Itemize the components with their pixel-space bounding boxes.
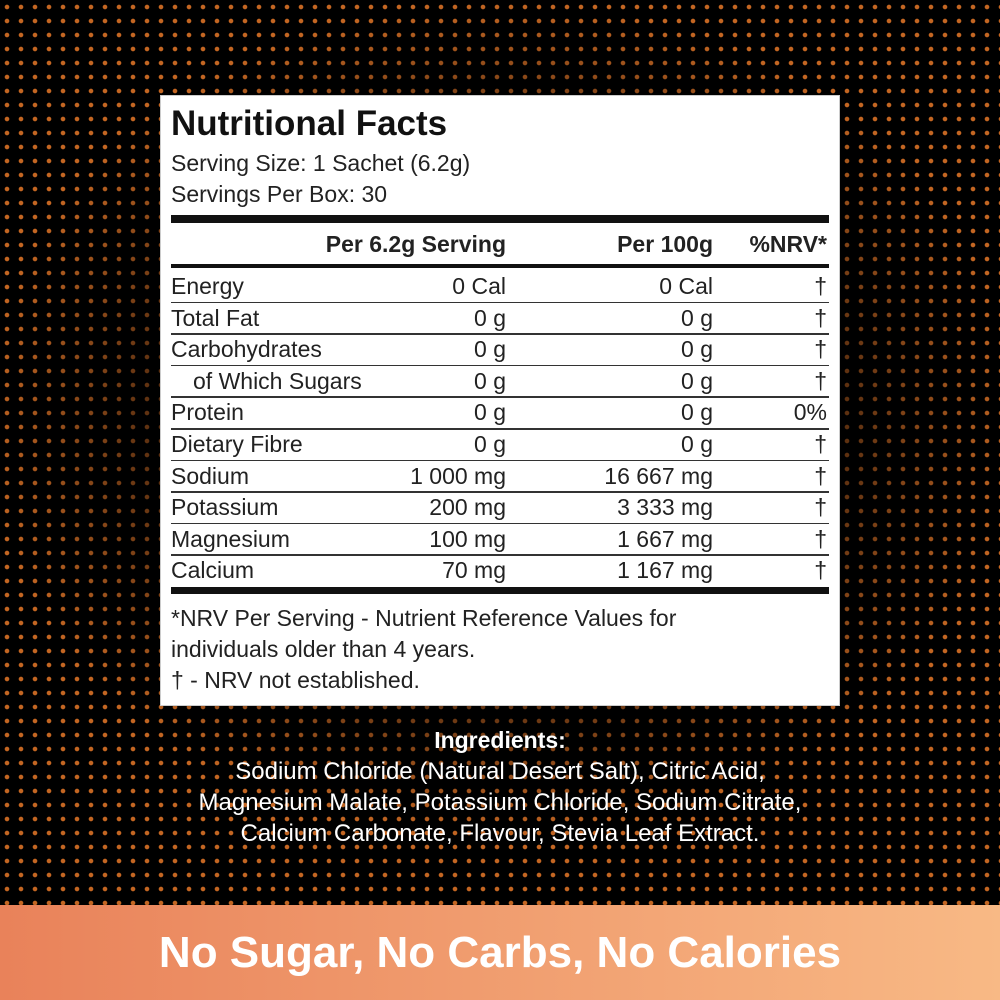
per-serving: 0 Cal: [452, 273, 506, 299]
per-100g: 1 667 mg: [617, 525, 713, 552]
row-line: [171, 396, 829, 398]
nrv: †: [814, 367, 827, 394]
ingredients-line: Magnesium Malate, Potassium Chloride, So…: [198, 789, 802, 816]
column-header: %NRV*: [749, 231, 827, 257]
per-100g: 0 g: [681, 431, 713, 457]
per-100g: 3 333 mg: [617, 494, 713, 521]
ingredients-line: Sodium Chloride (Natural Desert Salt), C…: [235, 758, 765, 785]
nrv: †: [814, 336, 827, 363]
nutrient-name: Sodium: [171, 462, 249, 489]
per-100g: 16 667 mg: [604, 462, 713, 489]
title: Nutritional Facts: [171, 104, 448, 143]
per-serving: 0 g: [474, 367, 506, 394]
nutrient-name: Dietary Fibre: [171, 431, 303, 457]
per-serving: 1 000 mg: [410, 462, 506, 489]
divider: [171, 215, 829, 223]
footnote: individuals older than 4 years.: [171, 636, 476, 662]
row-line: [171, 522, 829, 525]
nutrient-name: Energy: [171, 273, 244, 299]
row-line: [171, 333, 829, 335]
ingredients-line: Calcium Carbonate, Flavour, Stevia Leaf …: [240, 820, 760, 847]
nrv: †: [814, 494, 827, 521]
nutrient-name: Potassium: [171, 494, 279, 521]
nrv: †: [814, 304, 827, 331]
column-header: Per 100g: [617, 231, 713, 257]
serving-size: Serving Size: 1 Sachet (6.2g): [171, 150, 471, 176]
nrv: †: [814, 273, 827, 299]
ingredients-heading: Ingredients:: [434, 727, 566, 753]
per-serving: 0 g: [474, 431, 506, 457]
nrv: †: [814, 557, 827, 584]
per-serving: 200 mg: [429, 494, 506, 521]
row-line: [171, 301, 829, 304]
nutrition-panel: Nutritional Facts Serving Size: 1 Sachet…: [160, 95, 840, 706]
per-serving: 0 g: [474, 336, 506, 363]
nutrient-name: Total Fat: [171, 304, 260, 331]
banner: No Sugar, No Carbs, No Calories: [0, 905, 1000, 1000]
per-serving: 0 g: [474, 304, 506, 331]
per-100g: 0 g: [681, 336, 713, 363]
nutrient-name: of Which Sugars: [193, 367, 362, 394]
row-line: [171, 459, 829, 462]
row-line: [171, 491, 829, 493]
per-100g: 0 g: [681, 367, 713, 394]
per-100g: 0 Cal: [659, 273, 713, 299]
nrv: 0%: [793, 399, 827, 426]
nutrient-name: Protein: [171, 399, 244, 426]
nrv: †: [814, 525, 827, 552]
row-line: [171, 428, 829, 430]
per-100g: 0 g: [681, 399, 713, 426]
nutrient-name: Carbohydrates: [171, 336, 322, 363]
row-line: [171, 364, 829, 367]
ingredients: Ingredients: Sodium Chloride (Natural De…: [0, 725, 1000, 849]
servings-per-box: Servings Per Box: 30: [171, 181, 388, 207]
per-serving: 100 mg: [429, 525, 506, 552]
per-100g: 1 167 mg: [617, 557, 713, 584]
footnote: † - NRV not established.: [171, 667, 420, 693]
column-header: Per 6.2g Serving: [325, 231, 506, 257]
per-100g: 0 g: [681, 304, 713, 331]
per-serving: 70 mg: [442, 557, 506, 584]
divider: [171, 264, 829, 268]
footnote: *NRV Per Serving - Nutrient Reference Va…: [171, 605, 677, 631]
nrv: †: [814, 431, 827, 457]
per-serving: 0 g: [474, 399, 506, 426]
nrv: †: [814, 462, 827, 489]
nutrient-name: Calcium: [171, 557, 255, 584]
nutrient-name: Magnesium: [171, 525, 290, 552]
row-line: [171, 554, 829, 556]
divider: [171, 587, 829, 594]
